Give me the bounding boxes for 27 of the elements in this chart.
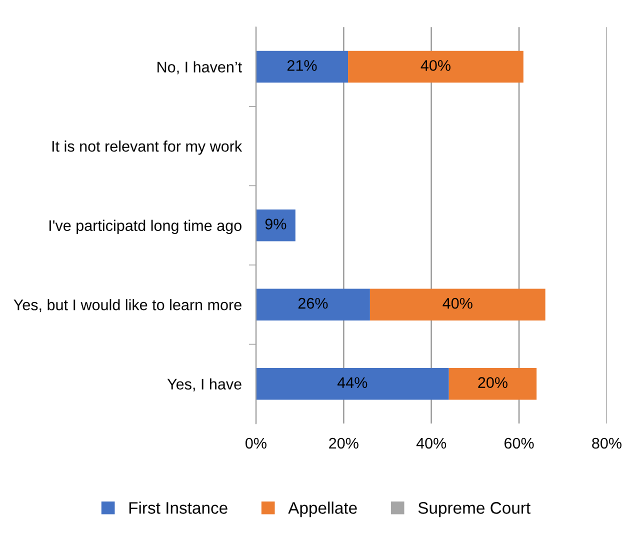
data-label: 40% xyxy=(420,60,450,71)
bar xyxy=(256,209,296,242)
legend-label: Appellate xyxy=(288,502,357,518)
bar xyxy=(370,288,546,320)
bar xyxy=(448,368,537,400)
y-tick-label: I've participatd long time ago xyxy=(49,220,242,234)
legend-label: First Instance xyxy=(129,502,228,514)
data-label: 44% xyxy=(337,377,368,388)
y-tick-label: Yes, I have xyxy=(167,378,242,392)
x-tick-label: 80% xyxy=(592,438,622,449)
bar xyxy=(256,50,348,83)
x-tick-label: 20% xyxy=(329,438,358,449)
y-tick-label: It is not relevant for my work xyxy=(52,140,242,155)
data-label: 21% xyxy=(287,60,317,71)
data-label: 40% xyxy=(442,298,472,309)
legend-label: Supreme Court xyxy=(418,502,530,518)
data-label: 20% xyxy=(478,377,508,388)
data-label: 26% xyxy=(298,298,328,309)
x-tick-label: 60% xyxy=(504,438,534,449)
x-tick-label: 0% xyxy=(246,438,266,449)
y-tick-label: Yes, but I would like to learn more xyxy=(14,299,242,312)
data-label: 9% xyxy=(265,218,286,230)
bar xyxy=(256,288,370,320)
bar xyxy=(256,368,449,400)
x-tick-label: 40% xyxy=(416,438,446,449)
bar xyxy=(348,50,524,83)
y-tick-label: No, I haven’t xyxy=(158,61,242,74)
